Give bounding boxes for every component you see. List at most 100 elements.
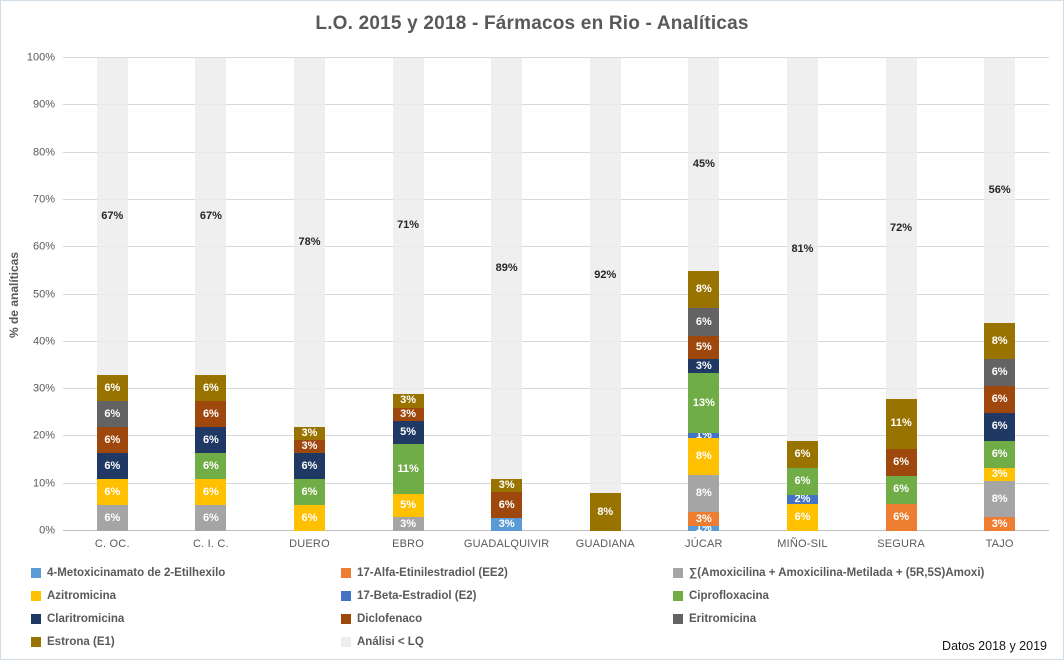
legend-swatch-etinilestradiol-ee2 [341,568,351,578]
data-label: 11% [890,417,912,430]
data-label: 6% [893,483,909,496]
data-label: 6% [202,433,219,446]
stacked-bar: 6% 2% 6% 6% 81% [786,58,818,531]
gridline [63,198,1049,200]
data-label: 67% [101,210,124,223]
x-category-label: EBRO [392,538,425,550]
data-label: 6% [104,407,121,420]
x-category-label: GUADALQUIVIR [463,538,550,550]
legend-swatch-amoxicilina-sum [673,568,683,578]
segment-claritromicina: 6% [293,453,325,479]
stacked-bar: 3% 5% 11% 5% 3% 3% 71% [392,58,424,531]
segment-ciprofloxacina: 6% [195,453,227,479]
legend-label: Eritromicina [689,613,757,625]
y-tick-label: 40% [32,335,55,348]
gridline [63,246,1049,248]
segment-diclofenaco: 6% [96,427,128,453]
segment-diclofenaco: 5% [688,335,720,360]
data-label: 3% [498,518,515,530]
data-label: 5% [400,426,417,439]
gridline [63,293,1049,295]
y-tick-label: 90% [32,98,55,111]
legend-item-eritromicina: Eritromicina [673,613,1045,625]
segment-diclofenaco: 3% [392,407,424,422]
data-label: 8% [695,450,712,463]
legend-swatch-diclofenaco [341,614,351,624]
data-label: 8% [991,492,1008,505]
segment-amoxicilina-sum: 6% [96,505,128,531]
data-label: 6% [794,475,811,488]
category-slot: 6% 6% 6% 3% 3% 78% [260,58,359,531]
segment-azitromicina: 8% [688,438,720,476]
segment-claritromicina: 5% [392,421,424,445]
x-axis: C. OC. C. I. C. DUERO EBRO GUADALQUIVIR GUADI… [63,538,1049,550]
legend-label: Claritromicina [47,613,125,625]
y-axis: 0% 10% 20% 30% 40% 50% 60% 70% 80% 90% 100% [11,52,55,536]
segment-amoxicilina-sum: 8% [688,475,720,513]
segment-estrona-e1: 3% [491,479,523,492]
stacked-bar: 6% 6% 6% 6% 6% 6% 67% [195,58,227,531]
legend-label: Azitromicina [47,590,117,602]
legend-label: Estrona (E1) [47,636,115,648]
x-category-label: DUERO [289,538,330,550]
data-label: 6% [695,315,712,328]
data-label: 6% [893,510,909,523]
category-slot: 6% 6% 6% 11% 72% [852,58,951,531]
data-label: 6% [202,381,219,394]
segment-azitromicina: 6% [786,504,818,531]
data-label: 13% [692,396,715,409]
segment-etinilestradiol-ee2: 3% [984,517,1016,531]
segment-diclofenaco: 6% [984,386,1016,414]
segment-etinilestradiol-ee2: 3% [688,512,720,527]
segment-metoxicinamato: 1% [688,523,720,533]
segment-eritromicina: 6% [96,401,128,427]
segment-diclofenaco: 6% [491,492,523,518]
segment-azitromicina: 6% [96,479,128,505]
data-label: 11% [397,462,419,475]
legend-swatch-ciprofloxacina [673,591,683,601]
data-label: 78% [298,236,321,249]
data-label: 3% [301,440,318,452]
segment-estradiol-e2: 1% [688,430,720,440]
data-label: 6% [991,447,1008,460]
data-label: 3% [991,467,1008,480]
segment-estrona-e1: 6% [195,375,227,401]
segment-ciprofloxacina: 13% [688,373,720,434]
x-category-label: TAJO [985,538,1014,550]
segment-claritromicina: 6% [984,413,1016,441]
data-label: 45% [692,158,715,171]
legend-swatch-metoxicinamato [31,568,41,578]
data-label: 6% [794,511,811,524]
x-axis-line [63,530,1049,531]
data-label: 92% [594,269,617,282]
data-label: 3% [991,517,1008,530]
data-label: 3% [498,479,515,491]
stacked-bar: 8% 92% [589,58,621,531]
data-label: 6% [202,485,219,498]
data-label: 3% [695,512,712,525]
gridline [63,435,1049,437]
data-label: 3% [695,359,712,372]
data-label: 6% [202,407,219,420]
segment-analisi-lq: 45% [688,58,720,271]
data-label: 6% [104,433,121,446]
x-category-label: JÚCAR [685,538,723,550]
data-label: 67% [199,210,222,223]
segment-claritromicina: 3% [688,359,720,374]
category-slot: 6% 6% 6% 6% 6% 6% 67% [63,58,162,531]
segment-claritromicina: 6% [195,427,227,453]
legend-label: 17-Beta-Estradiol (E2) [357,590,477,602]
data-label: 6% [104,511,121,524]
segment-diclofenaco: 6% [195,401,227,427]
legend-item-metoxicinamato: 4-Metoxicinamato de 2-Etilhexilo [31,567,341,579]
data-label: 6% [893,456,909,469]
plot-area: 6% 6% 6% 6% 6% 6% 67% 6% 6% 6% 6% 6% 6% 67% 6% 6% 6% 3% 3%… [63,57,1049,533]
chart-title: L.O. 2015 y 2018 - Fármacos en Rio - Ana… [315,13,749,34]
stacked-bar: 6% 6% 6% 6% 6% 6% 67% [96,58,128,531]
legend-swatch-analisi-lq [341,637,351,647]
x-category-label: C. OC. [94,538,130,550]
data-label: 89% [495,262,518,275]
data-label: 6% [794,448,811,461]
legend-item-azitromicina: Azitromicina [31,590,341,602]
legend-swatch-claritromicina [31,614,41,624]
